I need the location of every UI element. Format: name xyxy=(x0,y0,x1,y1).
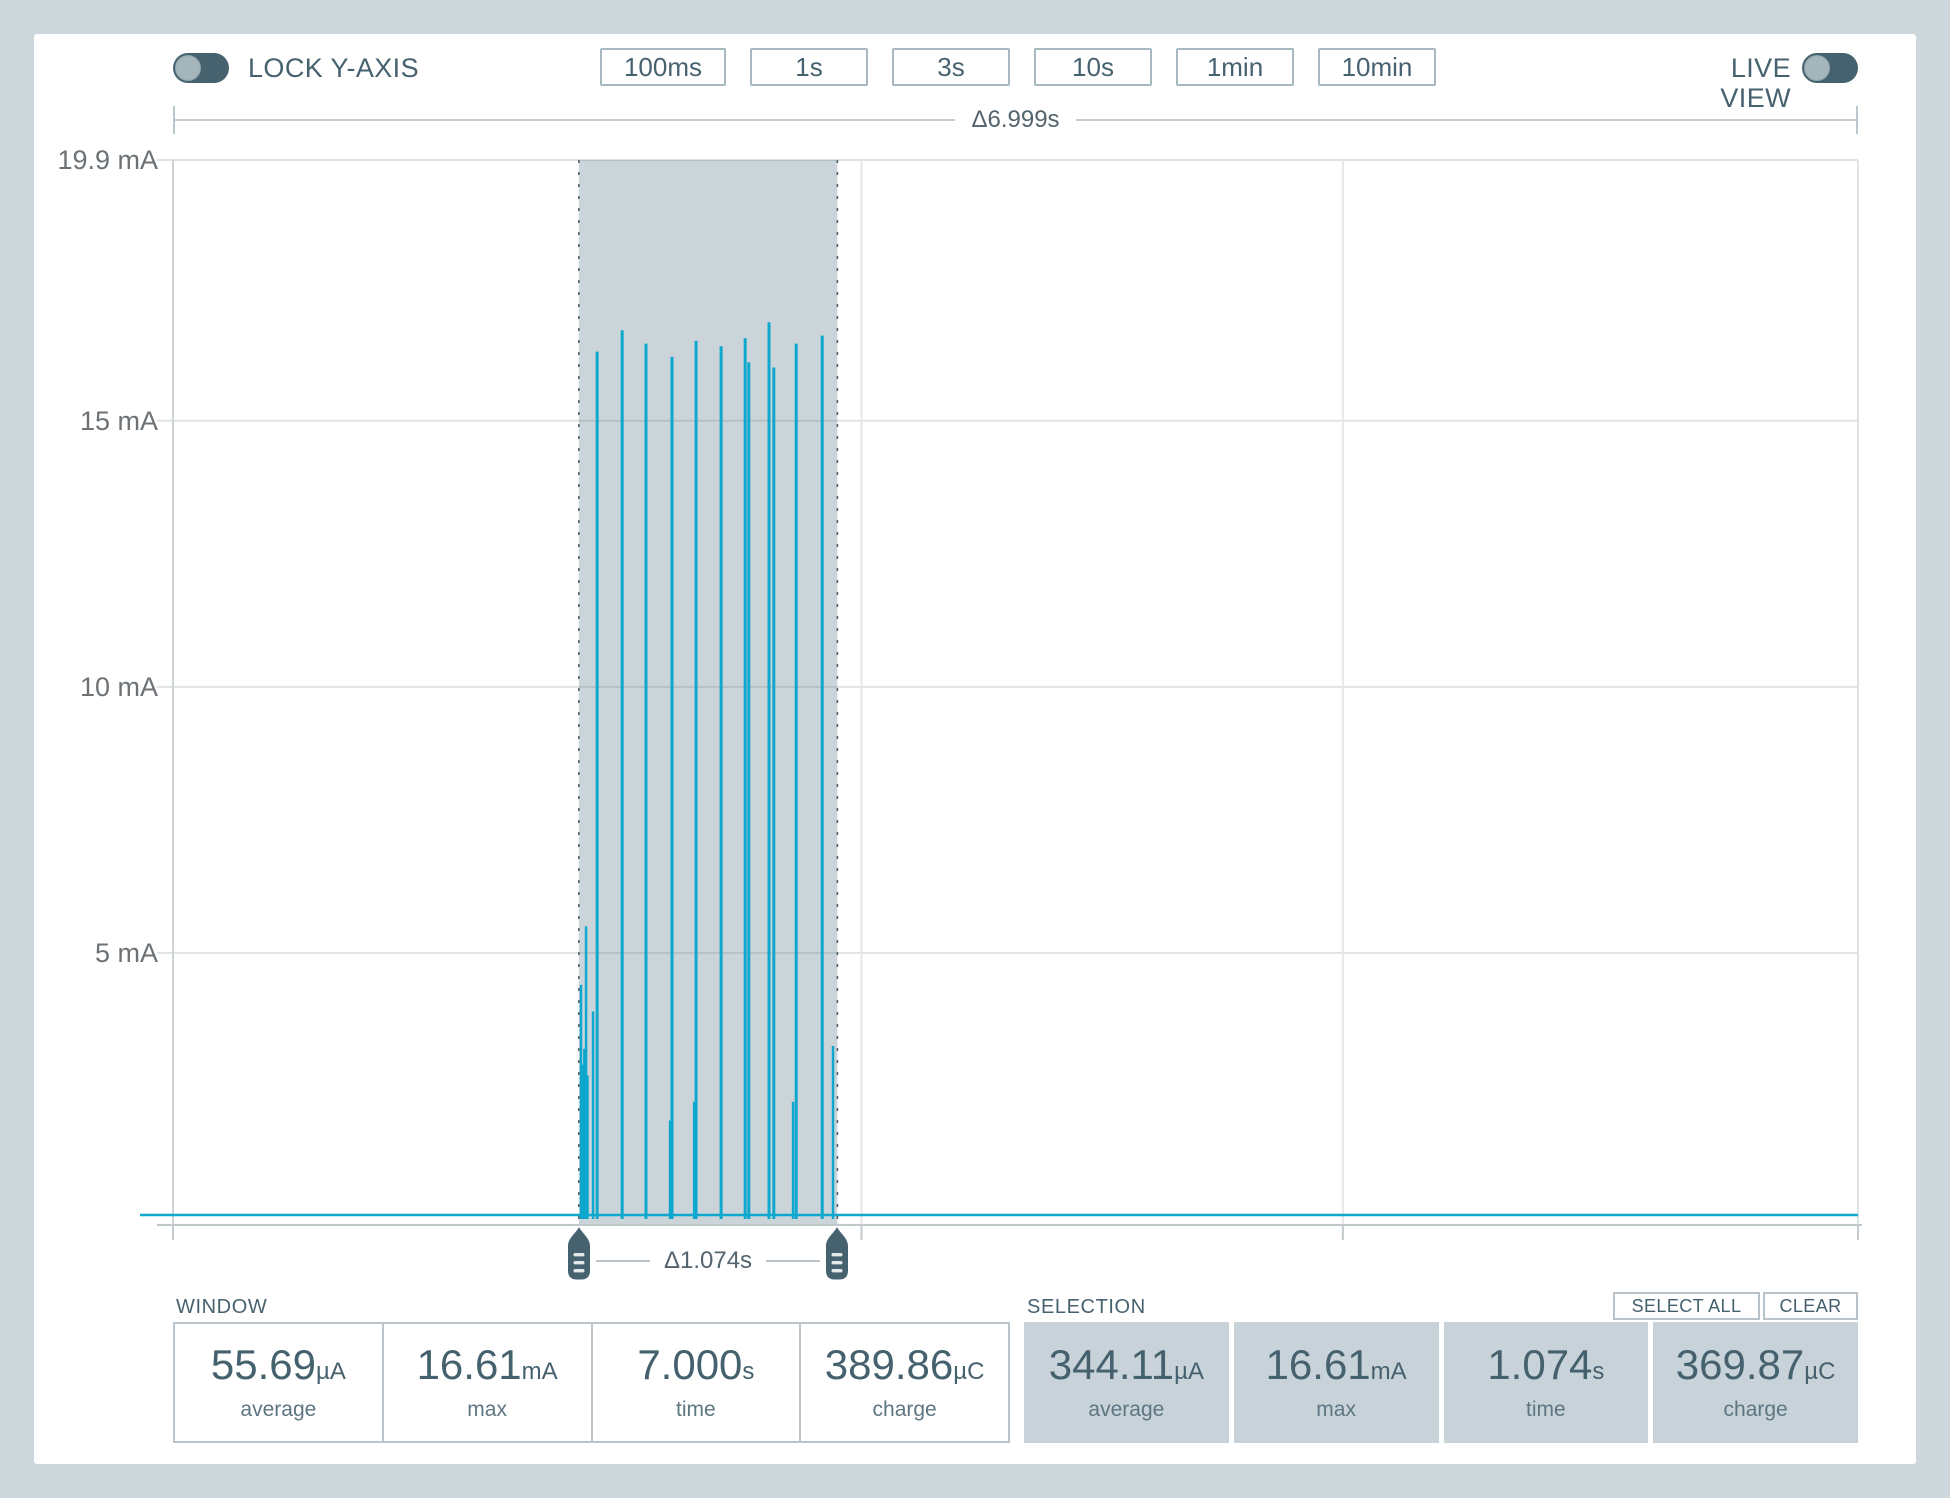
stat-value: 16.61mA xyxy=(416,1340,558,1388)
toggle-knob-icon xyxy=(175,55,201,81)
selection-span-label: Δ1.074s xyxy=(663,1247,753,1274)
window-charge-cell: 389.86µC charge xyxy=(799,1324,1008,1441)
window-panel-title: WINDOW xyxy=(176,1296,268,1318)
selection-handle-right[interactable] xyxy=(826,1226,848,1280)
stat-value: 344.11µA xyxy=(1048,1340,1204,1388)
selection-average-cell: 344.11µA average xyxy=(1024,1322,1229,1443)
range-button-1min[interactable]: 1min xyxy=(1176,48,1294,86)
bracket-line xyxy=(175,119,956,121)
window-average-cell: 55.69µA average xyxy=(175,1324,382,1441)
window-max-cell: 16.61mA max xyxy=(381,1324,591,1441)
range-button-10s[interactable]: 10s xyxy=(1034,48,1152,86)
stat-label: time xyxy=(1526,1397,1566,1421)
toggle-knob-icon xyxy=(1804,55,1830,81)
stat-label: charge xyxy=(1723,1397,1788,1421)
stat-value: 369.87µC xyxy=(1675,1340,1836,1388)
window-span-label: Δ6.999s xyxy=(971,106,1060,133)
lock-y-axis-label: LOCK Y-AXIS xyxy=(248,53,419,83)
stat-label: average xyxy=(240,1397,317,1421)
range-button-1s[interactable]: 1s xyxy=(750,48,868,86)
selection-handle-left[interactable] xyxy=(568,1226,590,1280)
selection-panel-title: SELECTION xyxy=(1027,1296,1146,1318)
select-all-button[interactable]: SELECT ALL xyxy=(1613,1292,1760,1320)
bracket-right-tick xyxy=(1856,106,1858,134)
clear-button[interactable]: CLEAR xyxy=(1763,1292,1858,1320)
window-time-cell: 7.000s time xyxy=(590,1324,800,1441)
stat-value: 16.61mA xyxy=(1265,1340,1407,1388)
selection-max-cell: 16.61mA max xyxy=(1233,1322,1439,1443)
selection-charge-cell: 369.87µC charge xyxy=(1653,1322,1858,1443)
stat-value: 389.86µC xyxy=(824,1340,985,1388)
range-button-100ms[interactable]: 100ms xyxy=(600,48,726,86)
live-view-label: LIVE VIEW xyxy=(1720,53,1791,113)
selection-span-annotation: Δ1.074s xyxy=(596,1247,820,1275)
stat-label: average xyxy=(1088,1397,1165,1421)
stat-label: charge xyxy=(872,1397,937,1421)
window-stats-panel: 55.69µA average 16.61mA max 7.000s time … xyxy=(173,1322,1010,1443)
delta-line xyxy=(766,1260,820,1262)
range-button-3s[interactable]: 3s xyxy=(892,48,1010,86)
range-button-10min[interactable]: 10min xyxy=(1318,48,1436,86)
bracket-line xyxy=(1075,119,1856,121)
stat-value: 55.69µA xyxy=(210,1340,346,1388)
stat-label: max xyxy=(1316,1397,1356,1421)
stat-label: max xyxy=(467,1397,507,1421)
stat-label: time xyxy=(676,1397,716,1421)
window-span-bracket: Δ6.999s xyxy=(173,106,1858,134)
stat-value: 7.000s xyxy=(637,1340,755,1388)
stat-value: 1.074s xyxy=(1487,1340,1605,1388)
selection-region[interactable] xyxy=(578,160,838,1225)
bracket-left-tick xyxy=(173,106,175,134)
selection-time-cell: 1.074s time xyxy=(1443,1322,1649,1443)
time-range-button-group: 100ms 1s 3s 10s 1min 10min xyxy=(600,48,1436,86)
delta-line xyxy=(596,1260,650,1262)
lock-y-axis-toggle[interactable] xyxy=(173,53,229,83)
selection-stats-panel: 344.11µA average 16.61mA max 1.074s time… xyxy=(1024,1322,1858,1443)
live-view-toggle[interactable] xyxy=(1802,53,1858,83)
